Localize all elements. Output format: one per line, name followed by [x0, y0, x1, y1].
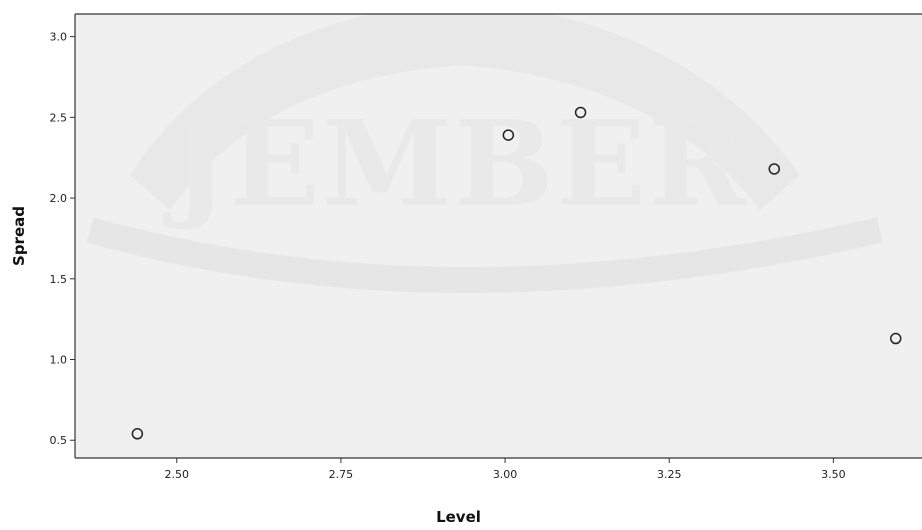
y-tick-label: 3.0 [50, 31, 68, 44]
y-axis-ticks: 0.5 1.0 1.5 2.0 2.5 3.0 [50, 31, 75, 447]
watermark: JEMBER [86, 14, 883, 293]
y-tick-label: 1.5 [50, 273, 68, 286]
x-axis-ticks: 2.50 2.75 3.00 3.25 3.50 [165, 458, 846, 481]
data-point [502, 129, 515, 141]
y-tick-label: 2.5 [50, 111, 68, 124]
data-point [768, 163, 781, 175]
x-tick-label: 3.25 [657, 468, 682, 481]
y-tick-label: 0.5 [50, 434, 68, 447]
x-tick-label: 3.00 [493, 468, 518, 481]
x-axis-title: Level [436, 508, 481, 526]
x-tick-label: 2.50 [165, 468, 190, 481]
axes [74, 13, 922, 459]
y-tick-label: 1.0 [50, 354, 68, 367]
x-tick-label: 3.50 [821, 468, 846, 481]
y-axis-title: Spread [10, 206, 28, 266]
data-point [131, 428, 144, 440]
x-tick-label: 2.75 [329, 468, 354, 481]
data-points [131, 106, 902, 440]
data-point [574, 106, 587, 119]
data-point [889, 332, 902, 345]
y-tick-label: 2.0 [50, 192, 68, 205]
watermark-text: JEMBER [163, 94, 748, 233]
